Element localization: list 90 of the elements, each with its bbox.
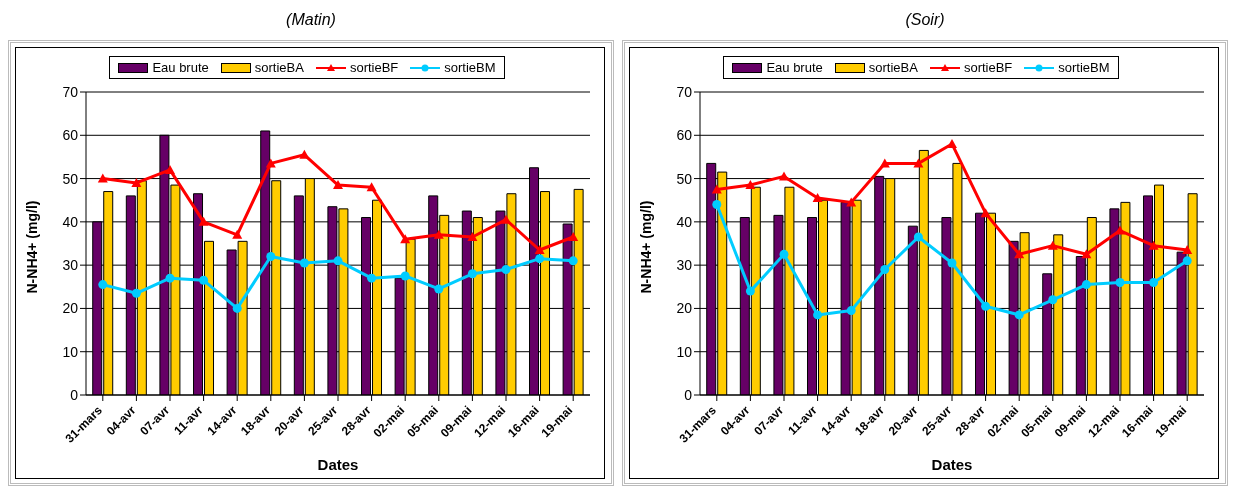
point [846,306,856,316]
y-tick-label: 50 [62,170,79,187]
point [779,171,789,181]
point [779,249,789,259]
point [232,303,242,313]
y-tick-label: 20 [62,300,79,317]
point [266,251,276,261]
point [98,280,108,290]
y-tick-label: 40 [62,213,79,230]
point [501,264,511,274]
point [980,208,991,218]
point [131,288,141,298]
point [198,216,209,226]
y-tick-label: 10 [676,343,693,360]
legend-label: sortieBM [1057,60,1110,75]
point [1014,310,1024,320]
point [1014,249,1025,259]
y-tick-label: 0 [684,386,693,403]
point [711,184,722,194]
point [812,193,823,203]
point [333,256,343,266]
point [299,149,310,159]
y-tick-label: 30 [62,257,79,274]
legend-label: sortieBM [443,60,496,75]
point [1149,277,1159,287]
legend-label: sortieBF [962,60,1013,75]
y-tick-label: 70 [676,83,693,100]
x-axis-title: Dates [931,456,973,473]
point [981,301,991,311]
point [568,256,578,266]
y-tick-label: 70 [62,83,79,100]
point [1115,225,1125,235]
point [913,232,923,242]
point [97,173,108,183]
point [131,177,142,187]
point [568,232,579,242]
point [1047,240,1058,250]
point [400,234,411,244]
legend-label: sortieBA [253,60,304,75]
x-axis-title: Dates [317,456,359,473]
point [745,180,756,190]
y-tick-label: 50 [676,170,693,187]
point [535,254,545,264]
point [165,273,175,283]
y-tick-label: 60 [62,127,79,144]
y-tick-label: 20 [676,300,693,317]
y-tick-label: 0 [70,386,79,403]
chart-title: (Matin) [285,10,337,30]
point [299,258,309,268]
point [434,284,444,294]
chart-title: (Soir) [904,10,946,30]
point [165,164,175,174]
point [712,200,722,210]
y-tick-label: 30 [676,257,693,274]
point [745,286,755,296]
point [846,197,857,207]
point [1048,295,1058,305]
point [1148,240,1159,250]
point [400,271,410,281]
point [1081,280,1091,290]
point [367,273,377,283]
point [232,229,243,239]
point [467,269,477,279]
point [534,244,545,254]
point [947,138,957,148]
y-tick-label: 60 [676,127,693,144]
point [1115,277,1125,287]
y-tick-label: 40 [676,213,693,230]
point [879,158,890,168]
point [1182,244,1193,254]
point [913,158,924,168]
legend-label: Eau brute [151,60,209,75]
point [333,180,343,190]
legend-label: sortieBA [867,60,918,75]
y-tick-label: 10 [62,343,79,360]
point [947,258,957,268]
point [199,275,209,285]
point [501,214,511,224]
point [265,158,276,168]
legend-label: Eau brute [765,60,823,75]
legend-label: sortieBF [348,60,399,75]
y-axis-title: N-NH4+ (mg/l) [23,200,40,294]
point [1081,249,1092,259]
point [813,310,823,320]
point [433,229,444,239]
y-axis-title: N-NH4+ (mg/l) [637,200,654,294]
point [366,182,377,192]
point [880,264,890,274]
point [467,232,478,242]
point [1182,256,1192,266]
